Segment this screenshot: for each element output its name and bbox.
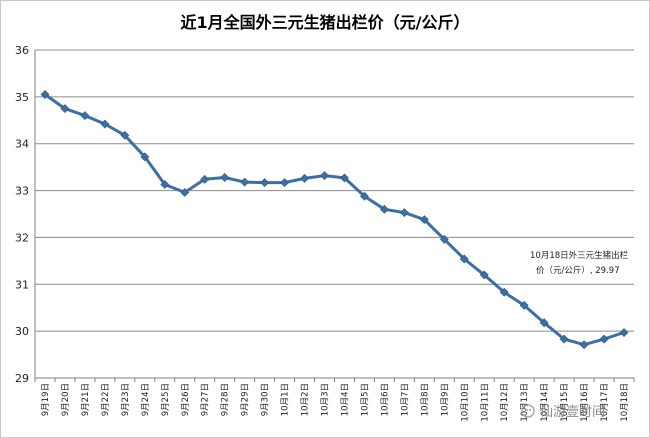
x-tick-label: 9月29日 (241, 383, 251, 416)
x-tick-label: 10月16日 (580, 383, 590, 422)
data-point (360, 191, 369, 201)
x-tick-label: 10月10日 (460, 383, 470, 422)
x-tick-label: 10月7日 (400, 383, 410, 416)
data-point (100, 119, 110, 129)
x-tick-label: 10月1日 (281, 383, 291, 416)
x-tick-label: 10月3日 (321, 383, 331, 416)
x-tick-label: 10月11日 (480, 383, 490, 422)
data-point (439, 234, 449, 244)
x-tick-label: 10月8日 (420, 383, 430, 416)
x-tick-label: 10月14日 (540, 383, 550, 422)
wechat-icon (521, 404, 535, 418)
y-tick-label: 30 (15, 325, 29, 338)
watermark-text: 仙游壹时间 (540, 405, 605, 420)
y-axis-ticks: 29 30 31 32 33 34 35 36 (15, 44, 29, 385)
data-point (240, 177, 250, 187)
data-point (200, 174, 210, 184)
x-tick-label: 10月9日 (440, 383, 450, 416)
x-tick-label: 10月12日 (500, 383, 510, 422)
x-tick-label: 9月27日 (201, 383, 211, 416)
data-point (260, 178, 270, 188)
x-tick-label: 9月26日 (181, 383, 191, 416)
x-tick-label: 9月20日 (61, 383, 71, 416)
x-tick-label: 9月30日 (261, 383, 271, 416)
data-point (80, 111, 90, 121)
annotation: 10月18日外三元生猪出栏 价（元/公斤）, 29.97 (530, 250, 629, 276)
x-tick-label: 10月13日 (520, 383, 530, 422)
x-tick-label: 10月18日 (620, 383, 630, 422)
x-tick-label: 9月21日 (81, 383, 91, 416)
data-point (320, 171, 329, 181)
series-layer (40, 90, 629, 350)
x-tick-label: 9月23日 (121, 383, 131, 416)
series-line (44, 93, 625, 347)
data-point (60, 104, 70, 113)
data-point (459, 254, 469, 264)
axes (34, 50, 635, 382)
y-tick-label: 33 (15, 185, 29, 198)
x-tick-label: 9月19日 (41, 383, 51, 416)
x-tick-label: 10月6日 (380, 383, 390, 416)
x-tick-label: 9月24日 (141, 383, 151, 416)
data-point (220, 173, 230, 182)
x-tick-label: 10月5日 (360, 383, 370, 416)
wechat-icon-dot (525, 409, 527, 411)
data-point (539, 318, 549, 328)
data-point (419, 215, 429, 225)
annotation-line-1: 10月18日外三元生猪出栏 (530, 250, 629, 261)
data-point (379, 204, 389, 214)
annotation-line-2: 价（元/公斤）, 29.97 (536, 265, 620, 276)
y-tick-label: 36 (15, 44, 29, 57)
x-axis-ticks: 9月19日 9月20日 9月21日 9月22日 9月23日 9月24日 9月25日 9月26日… (41, 383, 630, 422)
data-point (140, 152, 150, 162)
data-point (579, 340, 589, 350)
y-tick-label: 31 (15, 278, 29, 291)
gridlines (35, 49, 634, 379)
data-point (479, 270, 489, 280)
x-tick-label: 9月22日 (101, 383, 111, 416)
data-point (300, 173, 309, 183)
x-tick-label: 10月4日 (340, 383, 350, 416)
data-point (519, 300, 529, 310)
y-tick-label: 34 (15, 138, 29, 151)
data-point (399, 208, 409, 218)
y-tick-label: 29 (15, 372, 29, 385)
chart-title: 近1月全国外三元生猪出栏价（元/公斤） (181, 13, 470, 32)
data-point (160, 180, 170, 189)
wechat-icon-dot (529, 409, 531, 411)
watermark: 仙游壹时间 (521, 404, 605, 420)
x-tick-label: 10月15日 (560, 383, 570, 422)
x-tick-label: 10月2日 (301, 383, 311, 416)
data-point (180, 188, 190, 197)
y-tick-label: 32 (15, 231, 29, 244)
data-point (599, 334, 609, 344)
x-tick-label: 9月25日 (161, 383, 171, 416)
data-point (499, 287, 509, 297)
data-point (40, 90, 50, 99)
data-point (559, 334, 569, 344)
data-point (120, 130, 130, 140)
y-tick-label: 35 (15, 91, 29, 104)
data-point (280, 178, 290, 188)
data-point (340, 173, 349, 183)
data-point (619, 328, 629, 337)
x-tick-label: 10月17日 (600, 383, 610, 422)
x-tick-label: 9月28日 (221, 383, 231, 416)
